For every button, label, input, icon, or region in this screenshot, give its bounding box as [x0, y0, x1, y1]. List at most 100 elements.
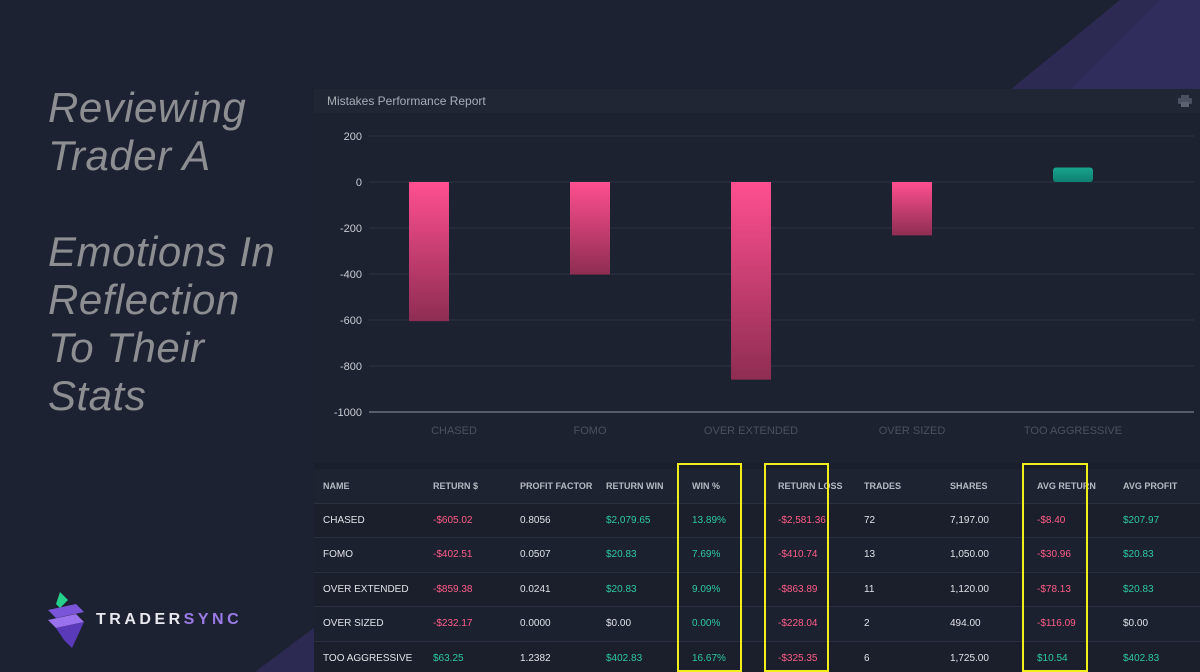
bar-chart: 200 0 -200 -400 -600 -800 -1000 CHASED FOMO OVER … [314, 113, 1200, 463]
headline-line: Stats [48, 372, 147, 419]
table-cell: $63.25 [424, 640, 511, 672]
table-cell: 0.0507 [511, 537, 597, 572]
column-header[interactable]: PROFIT FACTOR [511, 469, 597, 503]
table-cell: $20.83 [597, 571, 683, 607]
table-cell: 0.00% [683, 606, 769, 641]
table-cell: TOO AGGRESSIVE [314, 640, 424, 672]
x-category-label: FOMO [574, 425, 607, 437]
table-cell: 13.89% [683, 502, 769, 538]
headline-line: Reviewing [48, 84, 247, 131]
table-cell: $0.00 [597, 606, 683, 641]
panel-title: Mistakes Performance Report [327, 94, 486, 108]
stats-table: NAME RETURN $ PROFIT FACTOR RETURN WIN WIN %… [314, 469, 1200, 672]
table-cell: $402.83 [597, 640, 683, 672]
table-cell: -$8.40 [1028, 502, 1114, 538]
table-row[interactable]: OVER SIZED -$232.17 0.0000 $0.00 0.00% -$228.… [314, 606, 1200, 641]
table-cell: 1,050.00 [941, 537, 1028, 572]
headline-line: Reflection [48, 276, 240, 323]
bar[interactable] [570, 182, 610, 275]
panel-header: Mistakes Performance Report [314, 89, 1200, 113]
tradersync-logo: TRADERSYNC [46, 590, 242, 650]
table-cell: 7.69% [683, 537, 769, 572]
table-cell: -$605.02 [424, 502, 511, 538]
table-cell: 0.0000 [511, 606, 597, 641]
logo-text-accent: SYNC [183, 611, 243, 628]
table-cell: -$863.89 [769, 571, 855, 607]
column-header[interactable]: NAME [314, 469, 424, 503]
x-category-label: OVER SIZED [879, 425, 946, 437]
table-row[interactable]: FOMO -$402.51 0.0507 $20.83 7.69% -$410.74 13 1… [314, 537, 1200, 572]
table-cell: 11 [855, 571, 941, 607]
table-cell: 2 [855, 606, 941, 641]
printer-icon[interactable] [1178, 95, 1192, 107]
bar[interactable] [731, 182, 771, 380]
headline-line: Emotions In [48, 228, 276, 275]
y-tick-label: 0 [356, 177, 362, 189]
table-cell: 13 [855, 537, 941, 572]
table-cell: $2,079.65 [597, 502, 683, 538]
table-cell: $10.54 [1028, 640, 1114, 672]
y-tick-label: -800 [340, 361, 362, 373]
column-header[interactable]: AVG PROFIT [1114, 469, 1200, 503]
x-category-label: OVER EXTENDED [704, 425, 798, 437]
table-cell: -$402.51 [424, 537, 511, 572]
table-cell: 494.00 [941, 606, 1028, 641]
column-header[interactable]: RETURN WIN [597, 469, 683, 503]
table-cell: $20.83 [1114, 537, 1200, 572]
table-row[interactable]: TOO AGGRESSIVE $63.25 1.2382 $402.83 16.67% -… [314, 640, 1200, 672]
table-cell: -$2,581.36 [769, 502, 855, 538]
headline-line: To Their [48, 324, 205, 371]
y-tick-label: -400 [340, 269, 362, 281]
column-header[interactable]: TRADES [855, 469, 941, 503]
bar-chart-svg: 200 0 -200 -400 -600 -800 -1000 CHASED FOMO OVER … [334, 131, 1194, 437]
table-cell: 1.2382 [511, 640, 597, 672]
table-cell: -$116.09 [1028, 606, 1114, 641]
table-row[interactable]: OVER EXTENDED -$859.38 0.0241 $20.83 9.09% -$… [314, 571, 1200, 607]
table-cell: $20.83 [597, 537, 683, 572]
table-cell: -$232.17 [424, 606, 511, 641]
table-cell: OVER SIZED [314, 606, 424, 641]
y-tick-label: -200 [340, 223, 362, 235]
table-cell: $0.00 [1114, 606, 1200, 641]
column-header[interactable]: RETURN LOSS [769, 469, 855, 503]
y-tick-label: -1000 [334, 407, 362, 419]
stats-table-wrap: NAME RETURN $ PROFIT FACTOR RETURN WIN WIN %… [314, 469, 1200, 672]
headline: Reviewing Trader A Emotions In Reflectio… [48, 84, 308, 420]
table-cell: 72 [855, 502, 941, 538]
table-cell: 0.8056 [511, 502, 597, 538]
table-cell: CHASED [314, 502, 424, 538]
table-cell: OVER EXTENDED [314, 571, 424, 607]
tradersync-logo-icon [48, 592, 84, 648]
table-row[interactable]: CHASED -$605.02 0.8056 $2,079.65 13.89% -$2,5… [314, 502, 1200, 538]
bar[interactable] [1053, 167, 1093, 182]
table-cell: FOMO [314, 537, 424, 572]
column-header[interactable]: RETURN $ [424, 469, 511, 503]
table-cell: 6 [855, 640, 941, 672]
headline-line: Trader A [48, 132, 211, 179]
y-tick-label: 200 [344, 131, 362, 143]
bar[interactable] [409, 182, 449, 322]
table-cell: $402.83 [1114, 640, 1200, 672]
table-header-row: NAME RETURN $ PROFIT FACTOR RETURN WIN WIN %… [314, 469, 1200, 503]
bar[interactable] [892, 182, 932, 236]
x-category-label: TOO AGGRESSIVE [1024, 425, 1122, 437]
table-cell: 9.09% [683, 571, 769, 607]
corner-decoration-bottom [255, 627, 315, 672]
table-cell: 1,725.00 [941, 640, 1028, 672]
table-cell: -$859.38 [424, 571, 511, 607]
y-tick-label: -600 [340, 315, 362, 327]
column-header[interactable]: WIN % [683, 469, 769, 503]
table-cell: 7,197.00 [941, 502, 1028, 538]
column-header[interactable]: SHARES [941, 469, 1028, 503]
report-panel: Mistakes Performance Report 200 0 -200 -400… [314, 89, 1200, 672]
table-cell: -$78.13 [1028, 571, 1114, 607]
logo-wordmark: TRADERSYNC [96, 611, 242, 629]
table-cell: -$228.04 [769, 606, 855, 641]
column-header[interactable]: AVG RETURN [1028, 469, 1114, 503]
table-cell: $207.97 [1114, 502, 1200, 538]
table-cell: 1,120.00 [941, 571, 1028, 607]
table-cell: $20.83 [1114, 571, 1200, 607]
table-cell: 0.0241 [511, 571, 597, 607]
table-cell: -$410.74 [769, 537, 855, 572]
table-cell: -$30.96 [1028, 537, 1114, 572]
